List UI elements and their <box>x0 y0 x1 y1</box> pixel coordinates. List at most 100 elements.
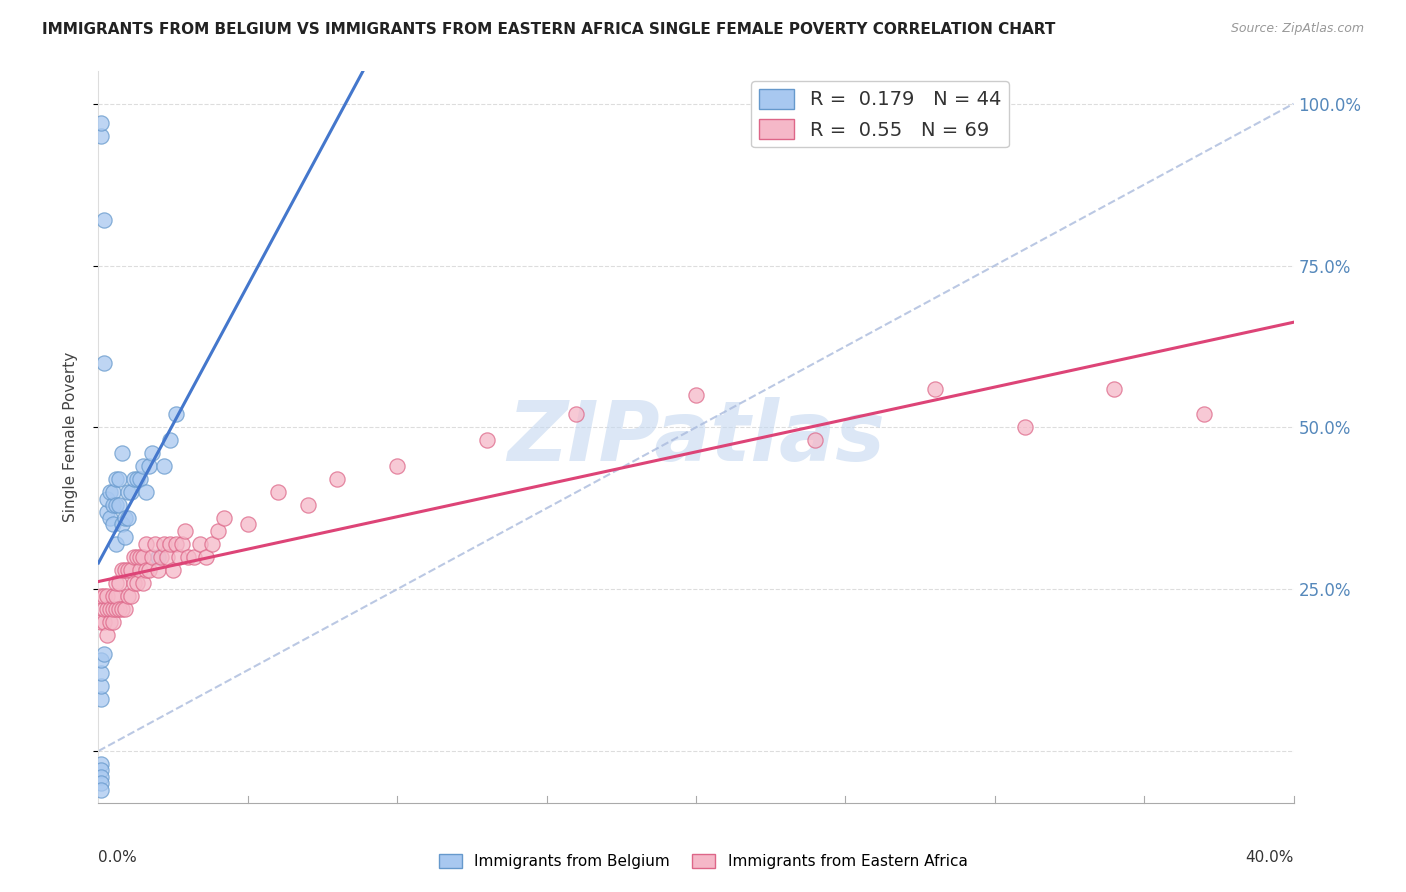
Point <box>103 589 125 603</box>
Point <box>114 530 136 544</box>
Point <box>129 563 152 577</box>
Point <box>111 563 134 577</box>
Point <box>117 485 139 500</box>
Point <box>132 459 155 474</box>
Point <box>93 356 115 370</box>
Point <box>475 434 498 448</box>
Point <box>135 563 157 577</box>
Point <box>93 601 115 615</box>
Point <box>1104 382 1126 396</box>
Text: ZIPatlas: ZIPatlas <box>508 397 884 477</box>
Point <box>150 549 173 564</box>
Text: Source: ZipAtlas.com: Source: ZipAtlas.com <box>1230 22 1364 36</box>
Point <box>212 511 235 525</box>
Point <box>165 537 187 551</box>
Point <box>132 549 155 564</box>
Point <box>96 491 118 506</box>
Point <box>565 408 588 422</box>
Point <box>96 589 118 603</box>
Point <box>124 575 146 590</box>
Point <box>111 446 134 460</box>
Point <box>108 498 131 512</box>
Point <box>124 472 146 486</box>
Point <box>90 764 112 778</box>
Point <box>120 563 142 577</box>
Text: IMMIGRANTS FROM BELGIUM VS IMMIGRANTS FROM EASTERN AFRICA SINGLE FEMALE POVERTY : IMMIGRANTS FROM BELGIUM VS IMMIGRANTS FR… <box>42 22 1056 37</box>
Point <box>90 589 112 603</box>
Point <box>127 575 149 590</box>
Point <box>98 615 122 629</box>
Point <box>108 575 131 590</box>
Point <box>188 537 211 551</box>
Point <box>236 517 259 532</box>
Point <box>90 776 112 790</box>
Point <box>96 627 118 641</box>
Text: 40.0%: 40.0% <box>1246 850 1294 865</box>
Point <box>90 692 112 706</box>
Point <box>159 434 181 448</box>
Point <box>120 589 142 603</box>
Point <box>174 524 197 538</box>
Point <box>141 549 163 564</box>
Point <box>105 472 128 486</box>
Point <box>117 511 139 525</box>
Point <box>90 615 112 629</box>
Point <box>111 517 134 532</box>
Point <box>98 485 122 500</box>
Point <box>93 589 115 603</box>
Point <box>685 388 707 402</box>
Point <box>103 517 125 532</box>
Point <box>105 537 128 551</box>
Point <box>96 601 118 615</box>
Point <box>96 504 118 518</box>
Point <box>108 472 131 486</box>
Point <box>172 537 194 551</box>
Point <box>93 213 115 227</box>
Point <box>1192 408 1215 422</box>
Point <box>105 589 128 603</box>
Point <box>114 511 136 525</box>
Point <box>153 459 176 474</box>
Y-axis label: Single Female Poverty: Single Female Poverty <box>63 352 77 522</box>
Point <box>129 549 152 564</box>
Point <box>105 498 128 512</box>
Point <box>114 563 136 577</box>
Point <box>93 647 115 661</box>
Point <box>117 589 139 603</box>
Point <box>114 601 136 615</box>
Point <box>183 549 205 564</box>
Point <box>103 601 125 615</box>
Point <box>297 498 319 512</box>
Point <box>135 485 157 500</box>
Legend: R =  0.179   N = 44, R =  0.55   N = 69: R = 0.179 N = 44, R = 0.55 N = 69 <box>751 81 1010 147</box>
Point <box>924 382 946 396</box>
Point <box>90 756 112 771</box>
Point <box>90 679 112 693</box>
Point <box>111 601 134 615</box>
Point <box>90 116 112 130</box>
Point <box>132 575 155 590</box>
Point <box>90 129 112 144</box>
Point <box>135 537 157 551</box>
Point <box>143 537 166 551</box>
Point <box>165 408 187 422</box>
Point <box>156 549 179 564</box>
Point <box>105 601 128 615</box>
Point <box>108 601 131 615</box>
Point <box>90 666 112 681</box>
Point <box>148 549 170 564</box>
Point <box>120 485 142 500</box>
Point <box>1014 420 1036 434</box>
Point <box>98 511 122 525</box>
Point <box>103 485 125 500</box>
Point <box>129 472 152 486</box>
Point <box>195 549 218 564</box>
Point <box>90 770 112 784</box>
Point <box>93 615 115 629</box>
Point <box>201 537 224 551</box>
Point <box>153 537 176 551</box>
Point <box>90 782 112 797</box>
Text: 0.0%: 0.0% <box>98 850 138 865</box>
Point <box>167 549 190 564</box>
Point <box>98 601 122 615</box>
